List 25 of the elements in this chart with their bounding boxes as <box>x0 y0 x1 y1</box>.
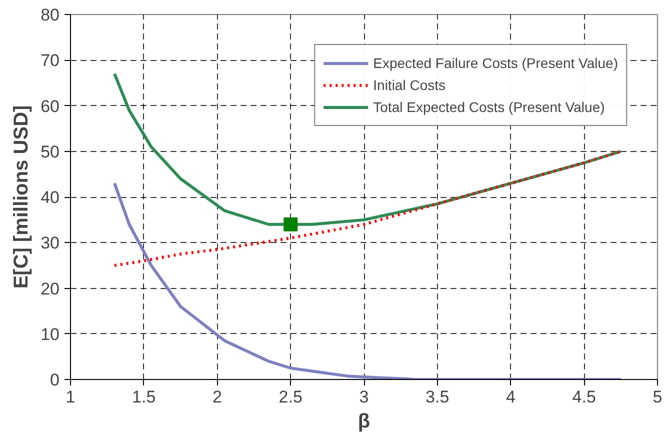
y-tick-label: 60 <box>40 96 60 116</box>
y-tick-label: 80 <box>40 6 60 24</box>
y-tick-label: 20 <box>40 279 60 298</box>
x-tick-label: 5 <box>652 388 662 406</box>
x-tick-label: 1 <box>66 388 76 406</box>
x-tick-label: 4 <box>506 388 516 406</box>
y-tick-label: 40 <box>40 188 60 207</box>
y-tick-label: 30 <box>40 234 60 253</box>
legend-label: Expected Failure Costs (Present Value) <box>373 55 618 71</box>
legend-label: Total Expected Costs (Present Value) <box>373 99 605 115</box>
x-tick-label: 2 <box>212 388 222 406</box>
line-series <box>113 182 622 380</box>
legend-label: Initial Costs <box>373 77 446 93</box>
x-tick-label: 2.5 <box>278 388 302 406</box>
x-tick-label: 1.5 <box>132 388 156 406</box>
y-tick-label: 0 <box>50 370 60 390</box>
x-tick-label: 3 <box>359 388 369 406</box>
x-axis-title: β <box>358 410 370 432</box>
y-axis-title: E[C] [millions USD] <box>10 105 33 289</box>
x-tick-label: 4.5 <box>572 388 596 406</box>
y-tick-label: 50 <box>40 142 60 162</box>
y-tick-label: 70 <box>40 51 60 70</box>
x-tick-label: 3.5 <box>426 388 450 406</box>
y-tick-label: 10 <box>40 324 60 344</box>
line-series <box>113 150 622 267</box>
